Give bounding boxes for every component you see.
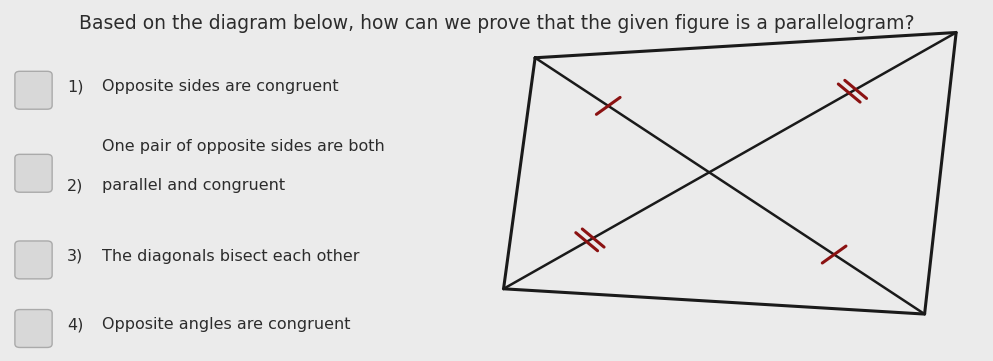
- FancyBboxPatch shape: [15, 309, 52, 347]
- FancyBboxPatch shape: [15, 71, 52, 109]
- Text: One pair of opposite sides are both: One pair of opposite sides are both: [102, 139, 384, 154]
- Text: Opposite sides are congruent: Opposite sides are congruent: [102, 79, 339, 94]
- Text: Opposite angles are congruent: Opposite angles are congruent: [102, 317, 351, 332]
- Text: The diagonals bisect each other: The diagonals bisect each other: [102, 249, 359, 264]
- Text: parallel and congruent: parallel and congruent: [102, 178, 285, 193]
- Text: Based on the diagram below, how can we prove that the given figure is a parallel: Based on the diagram below, how can we p…: [78, 14, 915, 34]
- Text: 2): 2): [68, 178, 83, 193]
- FancyBboxPatch shape: [15, 241, 52, 279]
- FancyBboxPatch shape: [15, 155, 52, 192]
- Text: 4): 4): [68, 317, 83, 332]
- Text: 1): 1): [68, 79, 83, 94]
- Text: 3): 3): [68, 249, 83, 264]
